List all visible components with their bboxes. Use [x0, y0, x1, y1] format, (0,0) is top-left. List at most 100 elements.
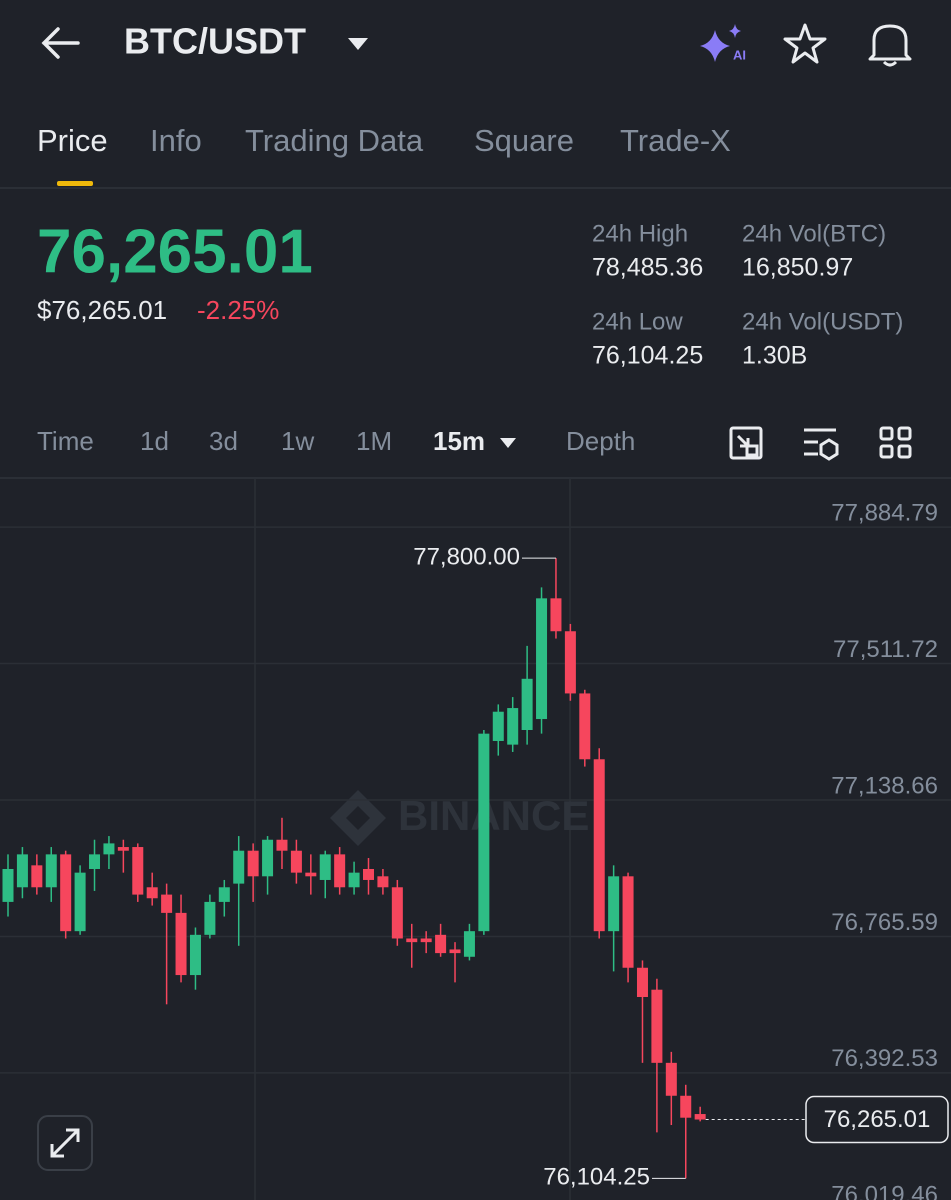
- interval-bar: Time 1d 3d 1w 1M 15m Depth: [37, 426, 635, 456]
- candle-body: [146, 887, 158, 899]
- candle-body: [262, 839, 274, 877]
- candle-body: [16, 854, 28, 888]
- tab[interactable]: Square: [474, 123, 574, 158]
- candle-body: [189, 934, 201, 976]
- candle-body: [622, 876, 634, 968]
- candle-body: [507, 708, 519, 745]
- candle-body: [377, 876, 389, 888]
- stat-value: 78,485.36: [592, 254, 703, 282]
- candle-body: [161, 894, 173, 913]
- y-tick-label: 77,511.72: [833, 636, 938, 663]
- layout-button[interactable]: [879, 426, 912, 459]
- candle-body: [31, 865, 43, 888]
- fullscreen-chart-button[interactable]: [729, 426, 763, 460]
- candle-body: [564, 631, 576, 694]
- interval-tab[interactable]: 15m: [433, 426, 485, 456]
- stats: 24h High 78,485.36 24h Vol(BTC) 16,850.97 24…: [592, 220, 903, 369]
- candle-body: [45, 854, 57, 888]
- candle-body: [521, 678, 533, 731]
- watermark-text: BINANCE: [398, 792, 589, 839]
- stat-value: 1.30B: [742, 342, 807, 370]
- interval-tab[interactable]: 1w: [281, 426, 314, 456]
- candle-body: [276, 839, 288, 851]
- candle-body: [103, 843, 115, 855]
- y-tick-label: 76,765.59: [831, 909, 938, 936]
- stat-value: 16,850.97: [742, 254, 853, 282]
- last-price-box: [805, 1095, 949, 1144]
- candle-body: [247, 850, 259, 877]
- tab[interactable]: Trading Data: [245, 123, 424, 158]
- y-tick-label: 77,138.66: [831, 772, 938, 799]
- candle-body: [132, 847, 144, 895]
- candle-body: [665, 1062, 677, 1096]
- candle-body: [89, 854, 101, 869]
- candle-body: [435, 934, 447, 954]
- candle-body: [334, 854, 346, 888]
- pair-dropdown[interactable]: [348, 38, 368, 50]
- active-tab-indicator: [57, 181, 93, 186]
- alert-button[interactable]: [868, 24, 912, 67]
- last-price-label: 76,265.01: [824, 1106, 931, 1133]
- candle-body: [463, 931, 475, 957]
- stat-value: 76,104.25: [592, 342, 703, 370]
- candle-body: [478, 733, 490, 932]
- ai-badge: AI: [733, 47, 746, 62]
- candle-body: [550, 598, 562, 632]
- candle-body: [694, 1114, 706, 1120]
- candle-body: [218, 887, 230, 902]
- candle-body: [579, 693, 591, 760]
- candle-body: [651, 989, 663, 1063]
- candle-body: [60, 854, 72, 932]
- tab[interactable]: Info: [150, 123, 202, 158]
- candle-body: [536, 598, 548, 720]
- candle-body: [420, 938, 432, 943]
- tab-bar: Price Info Trading Data Square Trade-X: [37, 123, 731, 158]
- candle-body: [74, 872, 86, 932]
- candle-body: [449, 949, 461, 954]
- candle-body: [636, 967, 648, 998]
- stat-label: 24h Low: [592, 308, 683, 335]
- interval-tab[interactable]: 3d: [209, 426, 238, 456]
- candle-body: [680, 1095, 692, 1118]
- interval-dropdown[interactable]: [500, 438, 516, 448]
- ai-button[interactable]: AI: [700, 24, 746, 62]
- candle-body: [2, 868, 14, 902]
- y-tick-label: 76,392.53: [831, 1045, 938, 1072]
- candle-body: [175, 912, 187, 976]
- favorite-button[interactable]: [783, 23, 827, 64]
- expand-button[interactable]: [37, 1115, 93, 1171]
- candle-body: [492, 711, 504, 741]
- candlestick-chart: BINANCE 77,884.79 77,511.72 77,138.66 76,76…: [0, 478, 951, 1200]
- pair-title[interactable]: BTC/USDT: [124, 21, 306, 62]
- y-tick-label: 77,884.79: [831, 499, 938, 526]
- candle-body: [204, 901, 216, 935]
- candle-body: [608, 876, 620, 932]
- interval-tab[interactable]: Time: [37, 426, 94, 456]
- indicator-settings-button[interactable]: [804, 428, 839, 461]
- min-price-label: 76,104.25: [543, 1164, 650, 1191]
- max-price-label: 77,800.00: [413, 543, 520, 570]
- back-button[interactable]: [41, 27, 80, 59]
- tab[interactable]: Price: [37, 123, 108, 158]
- price-change: -2.25%: [197, 295, 279, 325]
- fiat-price: $76,265.01: [37, 295, 167, 325]
- stat-label: 24h Vol(USDT): [742, 308, 903, 335]
- candle-body: [305, 872, 317, 877]
- candle-body: [391, 887, 403, 939]
- candle-body: [363, 868, 374, 880]
- interval-tab[interactable]: 1M: [356, 426, 392, 456]
- candle-body: [117, 847, 129, 851]
- candle-body: [233, 850, 245, 884]
- y-tick-label: 76,019.46: [831, 1182, 938, 1200]
- last-price: 76,265.01: [37, 217, 313, 286]
- interval-tab[interactable]: Depth: [566, 426, 635, 456]
- interval-tab[interactable]: 1d: [140, 426, 169, 456]
- candle-body: [593, 759, 605, 932]
- stat-label: 24h Vol(BTC): [742, 220, 886, 247]
- candle-body: [348, 872, 360, 888]
- candle-body: [319, 854, 331, 880]
- tab[interactable]: Trade-X: [620, 123, 731, 158]
- stat-label: 24h High: [592, 220, 688, 247]
